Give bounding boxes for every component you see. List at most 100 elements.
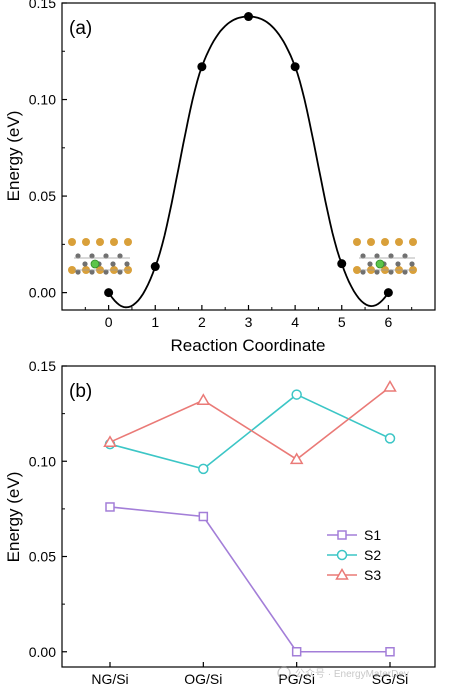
c-atom	[117, 253, 123, 259]
c-atom	[110, 261, 116, 267]
triangle-marker	[103, 435, 117, 447]
si-atom	[409, 238, 417, 246]
si-atom	[124, 238, 132, 246]
square-marker	[198, 511, 209, 522]
si-atom	[353, 238, 361, 246]
series-S1	[105, 502, 395, 657]
legend-label: S3	[364, 567, 381, 583]
data-point	[150, 262, 160, 272]
c-atom	[75, 269, 81, 275]
y-tick-label: 0.10	[29, 453, 56, 469]
triangle-marker	[383, 379, 397, 392]
panel-a-energy-curve	[107, 15, 390, 309]
x-tick-label: OG/Si	[184, 671, 222, 687]
panel-a: 0.00 0.05 0.10 0.15 0 1 2 3 4 5 6 (a) Reaction Co…	[4, 0, 436, 355]
panel-b-series	[103, 379, 397, 657]
si-atom	[395, 238, 403, 246]
square-marker	[337, 530, 347, 540]
triangle-marker	[196, 393, 211, 406]
circle-marker	[291, 389, 302, 400]
atomic-structure-final	[353, 238, 417, 275]
si-atom	[96, 238, 104, 246]
panel-b-y-axis-label: Energy (eV)	[4, 472, 23, 563]
si-atom	[381, 238, 389, 246]
c-atom	[374, 269, 380, 275]
x-tick-label: NG/Si	[91, 671, 128, 687]
c-atom	[395, 261, 401, 267]
atomic-structure-initial	[68, 238, 132, 275]
c-atom	[360, 253, 366, 259]
c-atom	[124, 261, 130, 267]
c-atom	[103, 269, 109, 275]
series-line	[109, 386, 391, 461]
panel-a-points	[104, 12, 393, 298]
x-tick-label: 1	[151, 314, 159, 330]
watermark-text: 公众号 · EnergyMaterDev	[295, 668, 409, 680]
c-atom	[374, 253, 380, 259]
c-atom	[402, 269, 408, 275]
data-point	[197, 62, 207, 72]
panel-b-legend: S1 S2 S3	[327, 527, 381, 583]
circle-marker	[384, 433, 396, 444]
x-tick-label: 4	[291, 314, 299, 330]
x-tick-label: SG/Si	[372, 671, 409, 687]
x-tick-label: 3	[245, 314, 253, 330]
y-tick-label: 0.15	[29, 0, 56, 11]
c-atom	[367, 261, 373, 267]
data-point	[244, 12, 253, 22]
square-marker	[105, 502, 115, 512]
dopant-atom	[375, 259, 385, 269]
data-point	[337, 259, 347, 269]
data-point	[104, 288, 114, 298]
x-tick-label: 2	[198, 314, 206, 330]
c-atom	[409, 261, 415, 267]
y-tick-label: 0.15	[29, 358, 56, 374]
data-point	[383, 288, 393, 298]
si-atom	[68, 238, 76, 246]
c-atom	[75, 253, 81, 259]
dopant-atom	[90, 259, 100, 269]
panel-b-x-ticks: NG/Si OG/Si PG/Si SG/Si	[91, 662, 408, 687]
panel-b: 0.00 0.05 0.10 0.15 NG/Si OG/Si PG/Si SG/Si (b…	[4, 358, 436, 687]
x-tick-label: 6	[384, 314, 392, 330]
x-tick-label: PG/Si	[278, 671, 315, 687]
panel-b-label: (b)	[69, 381, 92, 402]
y-tick-label: 0.00	[29, 644, 56, 660]
si-atom	[353, 266, 361, 274]
square-marker	[291, 647, 302, 657]
y-tick-label: 0.00	[29, 285, 56, 301]
c-atom	[89, 253, 95, 259]
c-atom	[89, 269, 95, 275]
si-atom	[367, 238, 375, 246]
panel-a-x-ticks: 0 1 2 3 4 5 6	[84, 305, 413, 330]
c-atom	[388, 269, 394, 275]
c-atom	[402, 253, 408, 259]
square-marker	[385, 647, 395, 657]
x-tick-label: 5	[338, 314, 346, 330]
x-tick-label: 0	[105, 314, 113, 330]
y-tick-label: 0.10	[29, 92, 56, 108]
wechat-icon	[277, 666, 291, 680]
c-atom	[117, 269, 123, 275]
watermark: 公众号 · EnergyMaterDev	[277, 666, 409, 680]
series-S3	[103, 379, 397, 465]
panel-a-y-axis-label: Energy (eV)	[4, 111, 23, 202]
legend-entry-S1: S1	[327, 527, 381, 543]
c-atom	[360, 269, 366, 275]
legend-entry-S3: S3	[327, 567, 381, 583]
legend-label: S2	[364, 547, 381, 563]
c-atom	[103, 253, 109, 259]
series-line	[109, 506, 390, 653]
legend-label: S1	[364, 527, 381, 543]
triangle-marker	[335, 568, 349, 580]
series-S2	[104, 389, 396, 475]
panel-a-label: (a)	[69, 18, 92, 39]
panel-a-x-axis-label: Reaction Coordinate	[171, 336, 326, 355]
c-atom	[388, 253, 394, 259]
legend-entry-S2: S2	[327, 547, 381, 563]
si-atom	[110, 238, 118, 246]
panel-a-y-ticks: 0.00 0.05 0.10 0.15	[29, 0, 67, 301]
triangle-marker	[289, 452, 304, 465]
c-atom	[82, 261, 88, 267]
